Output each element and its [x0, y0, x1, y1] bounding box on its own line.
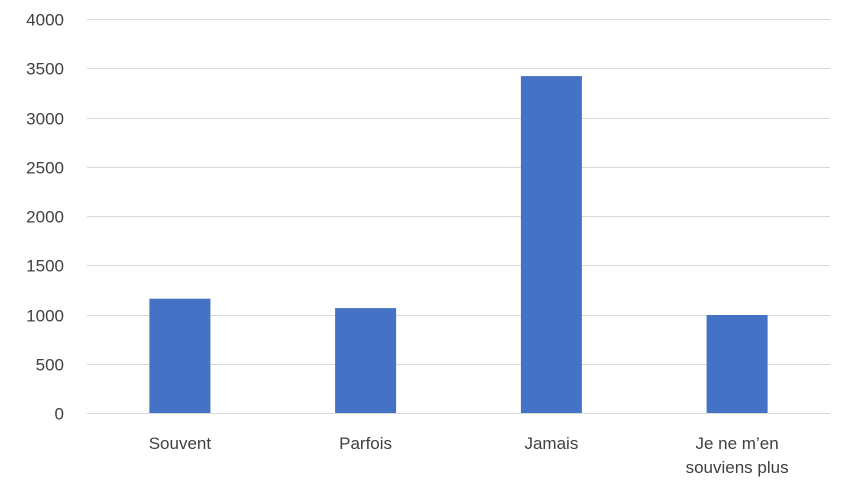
bars [149, 76, 768, 413]
gridlines [87, 19, 830, 414]
bar [335, 308, 397, 413]
x-category-label: Souvent [149, 434, 212, 453]
x-category-label: Jamais [524, 434, 578, 453]
x-category-label-line: Je ne m’en [696, 434, 779, 453]
y-axis-tick-labels: 0 500 1000 1500 2000 2500 3000 3500 4000 [26, 11, 64, 424]
x-category-label-line: souviens plus [686, 458, 789, 477]
x-category-label: Je ne m’en souviens plus [686, 434, 789, 477]
x-category-label-line: Jamais [524, 434, 578, 453]
y-tick-label: 0 [55, 405, 64, 424]
y-tick-label: 500 [36, 356, 64, 375]
x-axis-category-labels: Souvent Parfois Jamais Je ne m’en souviens p… [149, 434, 789, 477]
x-category-label: Parfois [339, 434, 392, 453]
y-tick-label: 4000 [26, 11, 64, 30]
y-tick-label: 1000 [26, 307, 64, 326]
y-tick-label: 2000 [26, 208, 64, 227]
y-tick-label: 1500 [26, 257, 64, 276]
x-category-label-line: Souvent [149, 434, 212, 453]
x-category-label-line: Parfois [339, 434, 392, 453]
bar [706, 315, 768, 413]
y-tick-label: 3500 [26, 60, 64, 79]
bar [520, 76, 582, 413]
y-tick-label: 3000 [26, 110, 64, 129]
bar [149, 298, 211, 413]
y-tick-label: 2500 [26, 159, 64, 178]
